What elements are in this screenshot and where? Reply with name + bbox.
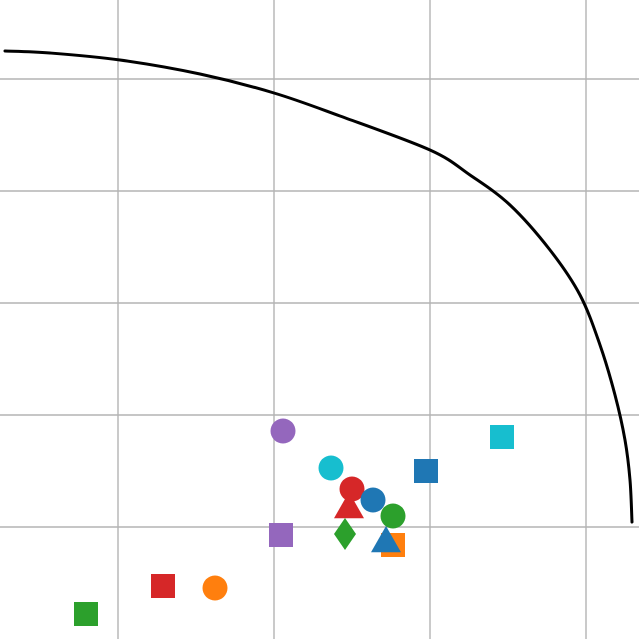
curve-layer — [3, 49, 634, 524]
frontier-curve — [3, 49, 634, 524]
data-point-circle — [360, 487, 386, 513]
data-point-square — [151, 574, 175, 598]
data-point-circle — [270, 418, 296, 444]
data-point-square — [74, 602, 98, 626]
data-point-square — [490, 425, 514, 449]
data-point-circle — [318, 455, 344, 481]
data-point-triangle — [371, 526, 401, 553]
data-point-diamond — [334, 518, 356, 550]
data-point-circle — [202, 575, 228, 601]
data-point-circle — [339, 476, 365, 502]
data-point-triangle — [334, 492, 364, 519]
data-point-square — [269, 523, 293, 547]
data-point-circle — [380, 503, 406, 529]
data-points — [74, 418, 514, 626]
data-point-square — [414, 459, 438, 483]
